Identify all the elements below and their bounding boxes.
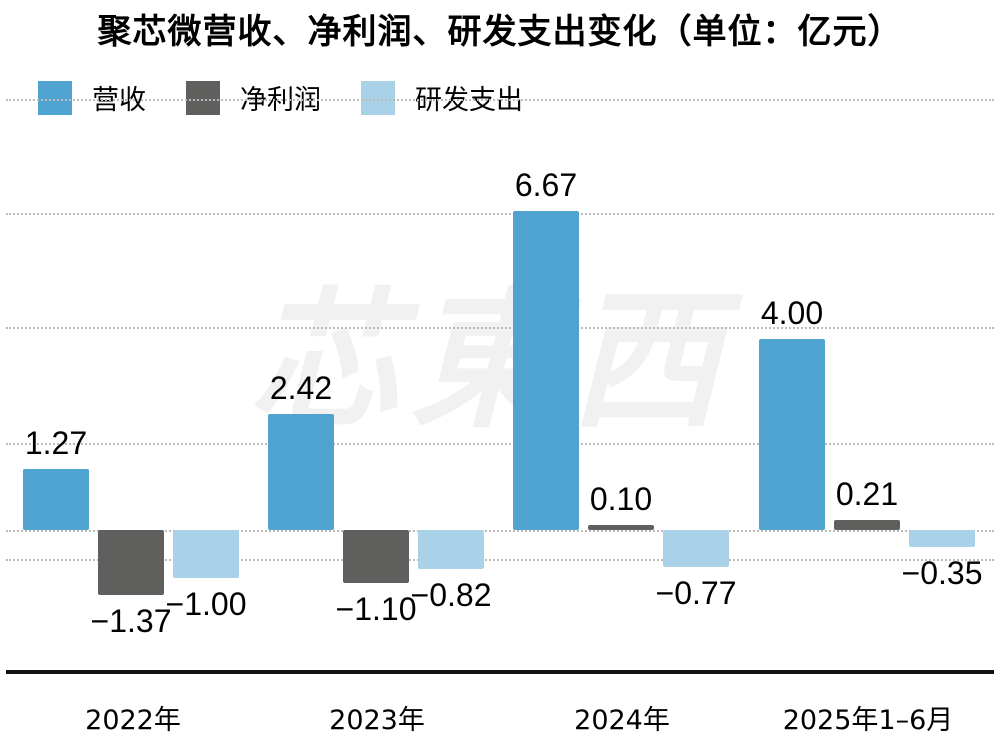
value-label: −0.77: [655, 574, 737, 611]
bar-net-profit: [343, 530, 409, 583]
x-tick-label: 2022年: [85, 705, 181, 736]
legend-label: 营收: [92, 85, 146, 116]
gridline: [6, 213, 994, 215]
bar-net-profit: [98, 530, 164, 596]
x-axis: [6, 670, 994, 674]
gridline: [6, 443, 994, 445]
value-label: 0.10: [589, 481, 653, 518]
bar-rd: [418, 530, 484, 570]
bar-net-profit: [588, 525, 654, 530]
value-label: 1.27: [24, 425, 88, 462]
x-tick-label: 2024年: [574, 705, 670, 736]
legend-swatch-revenue: [38, 80, 72, 115]
value-label: −0.82: [410, 577, 492, 614]
chart-title: 聚芯微营收、净利润、研发支出变化（单位：亿元）: [97, 12, 903, 52]
value-label: −1.10: [335, 590, 417, 627]
bar-revenue: [268, 414, 334, 530]
value-label: 0.21: [835, 475, 899, 512]
legend-item-rd: 研发支出: [361, 78, 523, 117]
legend: 营收 净利润 研发支出: [38, 78, 563, 117]
bar-rd: [909, 530, 975, 547]
value-label: 4.00: [760, 294, 824, 331]
x-tick-label: 2025年1–6月: [782, 705, 954, 736]
value-label: −0.35: [901, 554, 983, 591]
bar-revenue: [513, 211, 579, 530]
legend-swatch-rd: [361, 80, 395, 115]
bar-revenue: [23, 469, 89, 530]
x-tick-label: 2023年: [329, 705, 425, 736]
value-label: 6.67: [514, 167, 578, 204]
bar-rd: [173, 530, 239, 578]
gridline-zero: [6, 530, 994, 532]
value-label: 2.42: [269, 370, 333, 407]
gridline: [6, 99, 994, 101]
bar-net-profit: [834, 519, 900, 530]
value-label: −1.00: [165, 585, 247, 622]
bar-rd: [663, 530, 729, 567]
legend-item-net-profit: 净利润: [186, 78, 321, 117]
gridline: [6, 327, 994, 329]
legend-swatch-net-profit: [186, 80, 220, 115]
value-label: −1.37: [90, 603, 172, 640]
legend-label: 研发支出: [415, 85, 523, 116]
bar-revenue: [759, 338, 825, 530]
legend-item-revenue: 营收: [38, 78, 146, 117]
legend-label: 净利润: [240, 85, 321, 116]
gridline: [6, 559, 994, 561]
